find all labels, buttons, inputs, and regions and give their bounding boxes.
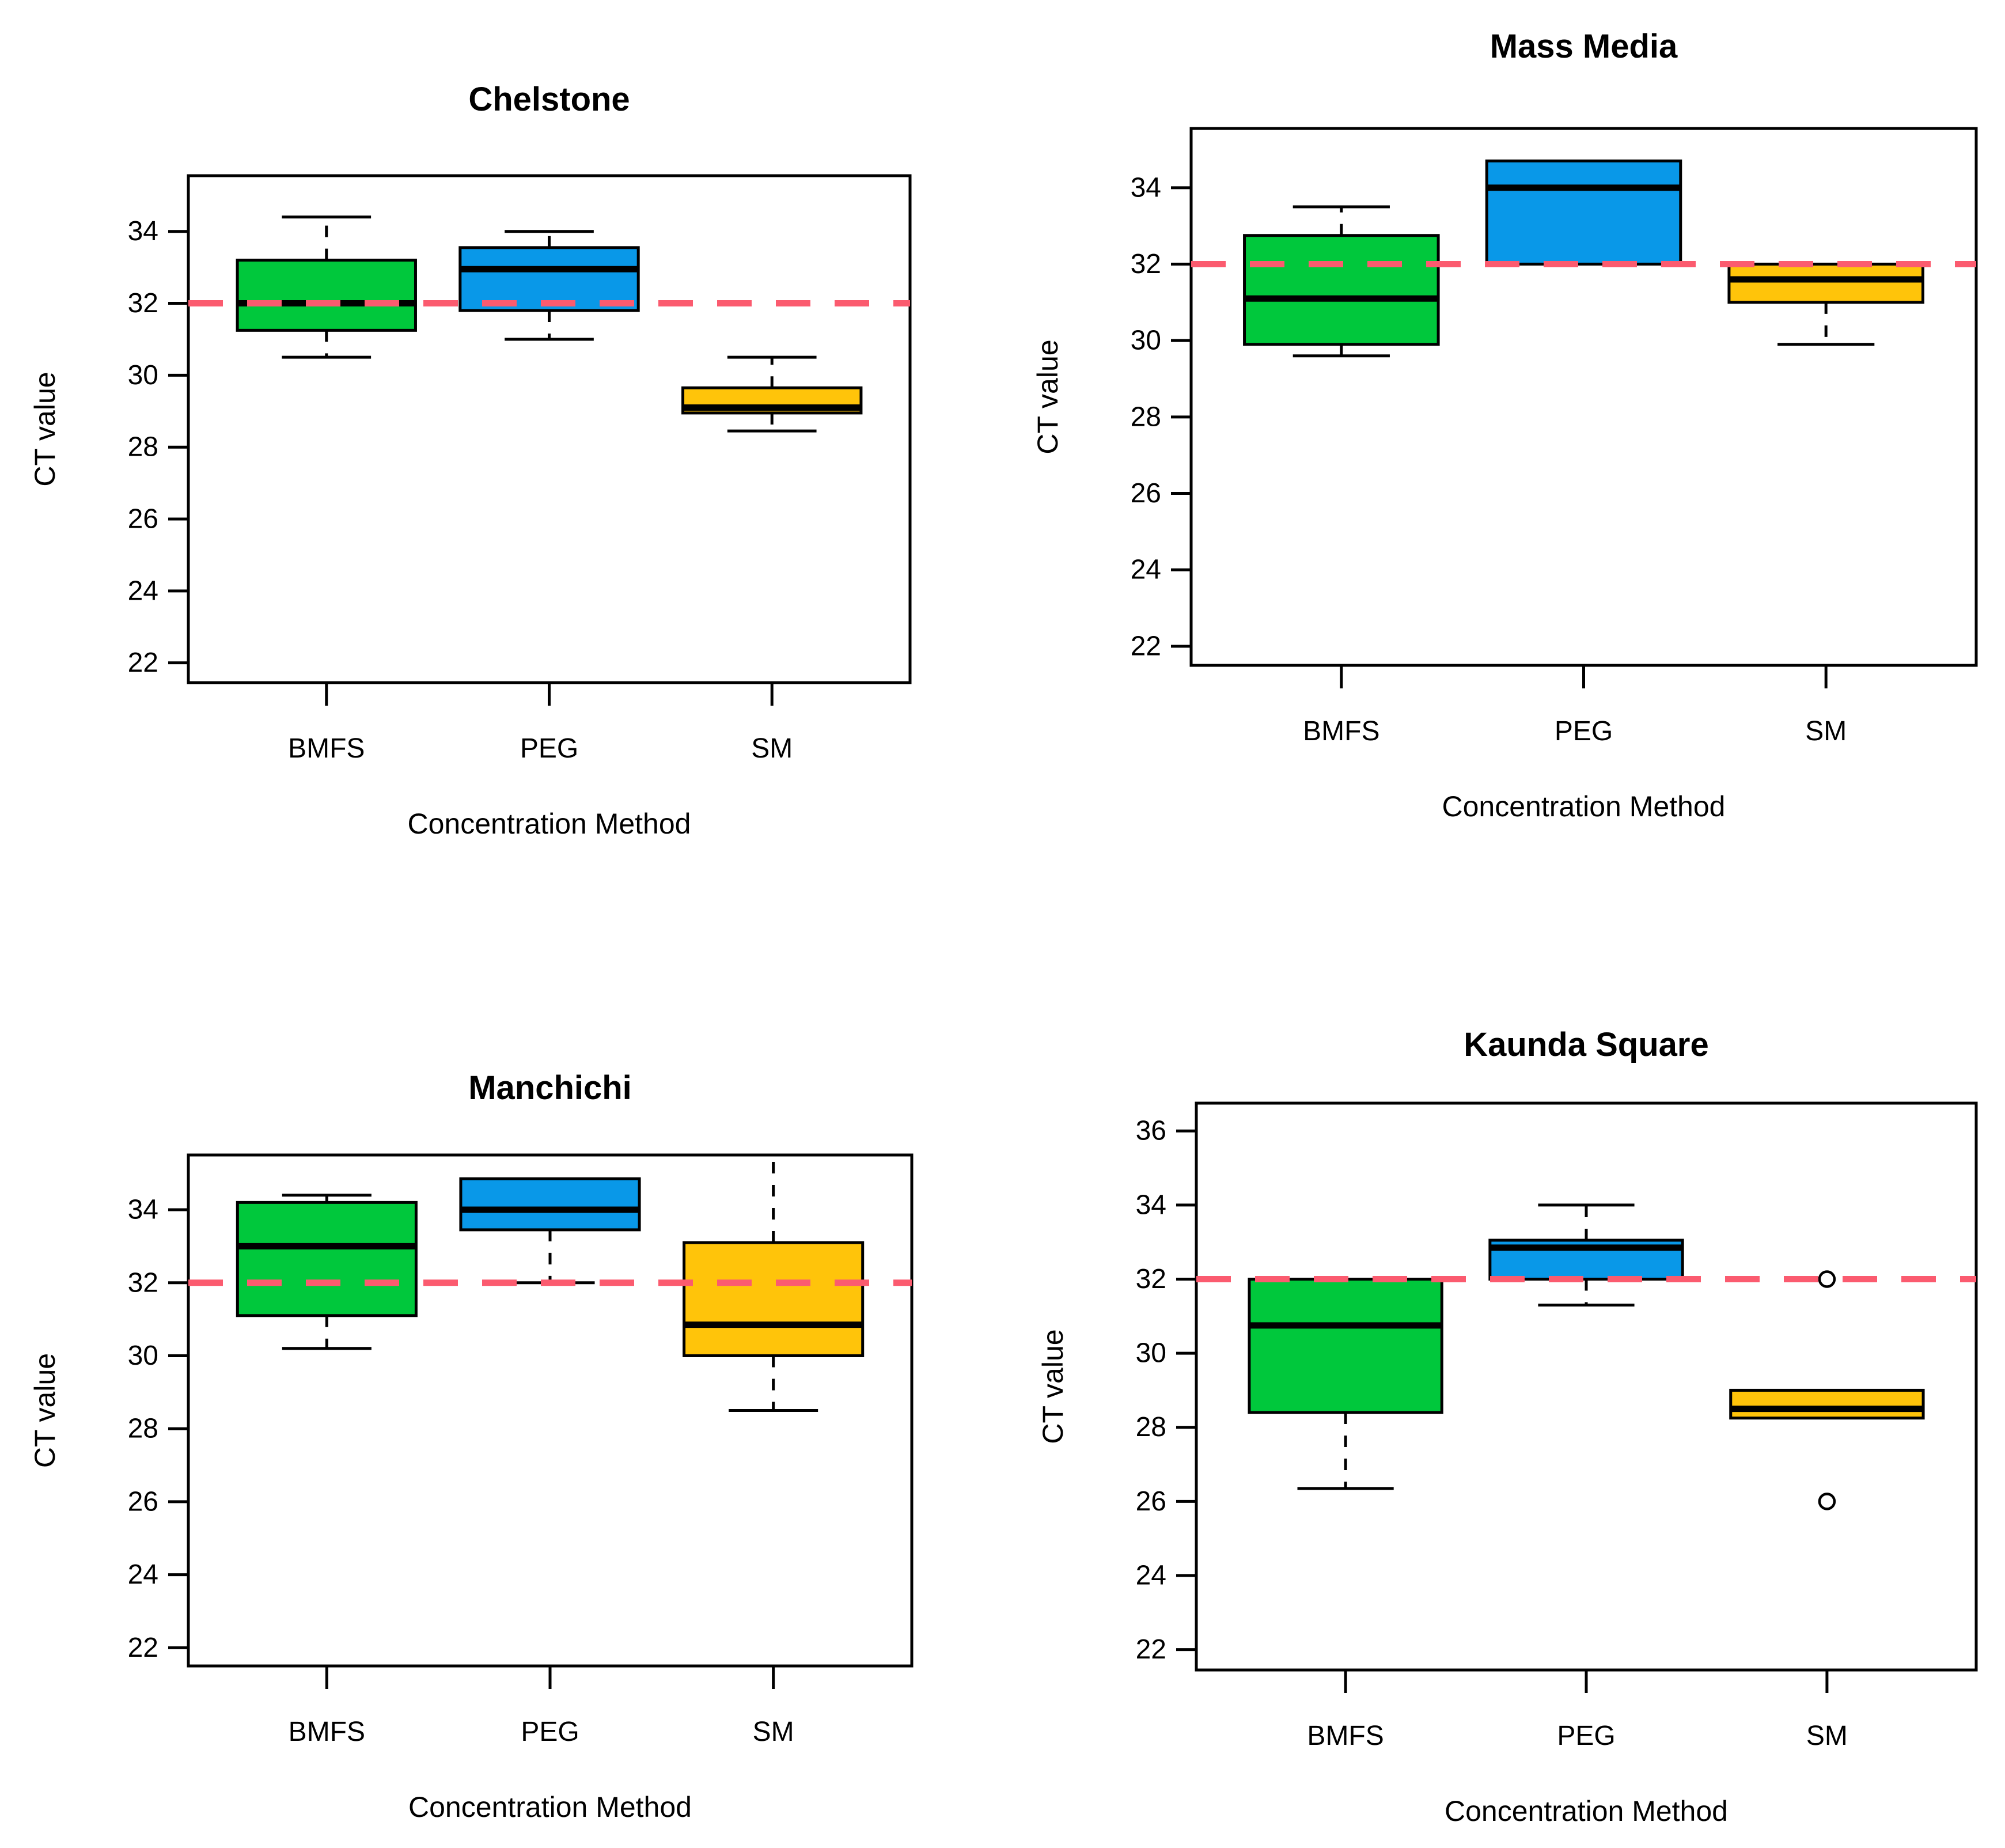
panel-manchichi: 22 24 26 28 30 32 34 BMFS PEG SM Manchichi Concentr… [29, 1069, 914, 1823]
iqr-box [1727, 262, 1924, 304]
y-tick-label: 28 [128, 432, 158, 463]
y-tick-label: 22 [128, 1633, 158, 1663]
y-tick-label: 30 [1131, 325, 1161, 356]
box-sm [1729, 1270, 1925, 1510]
box-bmfs [236, 215, 417, 359]
x-tick-label-peg: PEG [520, 733, 578, 764]
box-sm [683, 1155, 865, 1412]
y-tick-label: 30 [128, 1340, 158, 1371]
x-tick-label-peg: PEG [1557, 1721, 1615, 1751]
y-tick-label: 34 [1131, 172, 1161, 203]
iqr-box [1243, 234, 1440, 346]
x-tick-label-sm: SM [1805, 716, 1847, 747]
y-tick-label: 24 [1131, 555, 1161, 585]
x-tick-label-bmfs: BMFS [289, 1717, 365, 1747]
box-sm [1727, 262, 1924, 346]
y-tick-label: 24 [128, 575, 158, 606]
y-tick-label: 36 [1136, 1116, 1166, 1146]
y-tick-label: 26 [128, 1486, 158, 1517]
x-tick-label-bmfs: BMFS [1303, 716, 1379, 747]
y-tick-label: 32 [1131, 249, 1161, 279]
x-axis-label: Concentration Method [1445, 1795, 1728, 1827]
y-axis-label: CT value [29, 372, 61, 486]
iqr-box [459, 1177, 641, 1232]
y-axis-label: CT value [1037, 1329, 1069, 1444]
y-tick-label: 22 [1131, 631, 1161, 661]
outlier-point [1818, 1270, 1836, 1288]
panel-title: Manchichi [468, 1069, 632, 1107]
iqr-box [458, 246, 640, 312]
y-tick-label: 34 [128, 216, 158, 247]
y-tick-label: 22 [128, 647, 158, 678]
x-axis-label: Concentration Method [408, 808, 691, 840]
y-tick-label: 22 [1136, 1634, 1166, 1665]
panel-chelstone: 22 24 26 28 30 32 34 BMFS PEG SM Chelstone Concentr… [29, 81, 912, 840]
y-tick-label: 28 [1136, 1412, 1166, 1442]
x-axis-label: Concentration Method [1442, 790, 1726, 823]
panel-title: Mass Media [1490, 28, 1678, 65]
box-bmfs [1248, 1277, 1443, 1490]
x-tick-label-sm: SM [1806, 1721, 1848, 1751]
y-tick-label: 32 [128, 1267, 158, 1298]
y-tick-label: 28 [128, 1414, 158, 1444]
x-tick-label-peg: PEG [1555, 716, 1613, 747]
x-tick-label-bmfs: BMFS [288, 733, 365, 764]
box-peg [1485, 159, 1682, 266]
x-tick-label-sm: SM [753, 1717, 794, 1747]
y-tick-label: 34 [128, 1195, 158, 1225]
panel-mass-media: 22 24 26 28 30 32 34 BMFS PEG SM Mass Media Concent… [1032, 28, 1978, 823]
box-peg [458, 230, 640, 341]
y-axis-label: CT value [1032, 339, 1064, 454]
iqr-box [236, 259, 417, 332]
y-tick-label: 26 [1131, 478, 1161, 509]
box-peg [1488, 1203, 1684, 1307]
y-tick-label: 32 [1136, 1264, 1166, 1294]
y-tick-label: 34 [1136, 1190, 1166, 1220]
x-tick-label-bmfs: BMFS [1307, 1721, 1384, 1751]
panel-kaunda-square: 22 24 26 28 30 32 34 36 BMFS PEG SM Kaunda Square Co… [1037, 1026, 1978, 1827]
y-tick-label: 26 [128, 504, 158, 535]
y-axis-label: CT value [29, 1353, 61, 1468]
panel-title: Kaunda Square [1464, 1026, 1708, 1063]
y-tick-label: 30 [1136, 1338, 1166, 1369]
y-tick-label: 24 [128, 1559, 158, 1590]
y-tick-label: 30 [128, 360, 158, 391]
iqr-box [683, 1241, 865, 1357]
iqr-box [1485, 159, 1682, 266]
box-bmfs [236, 1194, 418, 1350]
x-tick-label-peg: PEG [521, 1717, 579, 1747]
iqr-box [1248, 1277, 1443, 1414]
box-bmfs [1243, 205, 1440, 358]
x-axis-label: Concentration Method [408, 1791, 692, 1823]
y-tick-label: 32 [128, 288, 158, 319]
y-tick-label: 28 [1131, 402, 1161, 432]
y-tick-label: 26 [1136, 1486, 1166, 1517]
iqr-box [1729, 1388, 1925, 1420]
outlier-point [1818, 1493, 1836, 1510]
iqr-box [236, 1201, 418, 1317]
y-tick-label: 24 [1136, 1561, 1166, 1591]
box-peg [459, 1177, 641, 1285]
x-tick-label-sm: SM [751, 733, 793, 764]
panel-title: Chelstone [468, 81, 630, 118]
box-sm [681, 355, 863, 433]
